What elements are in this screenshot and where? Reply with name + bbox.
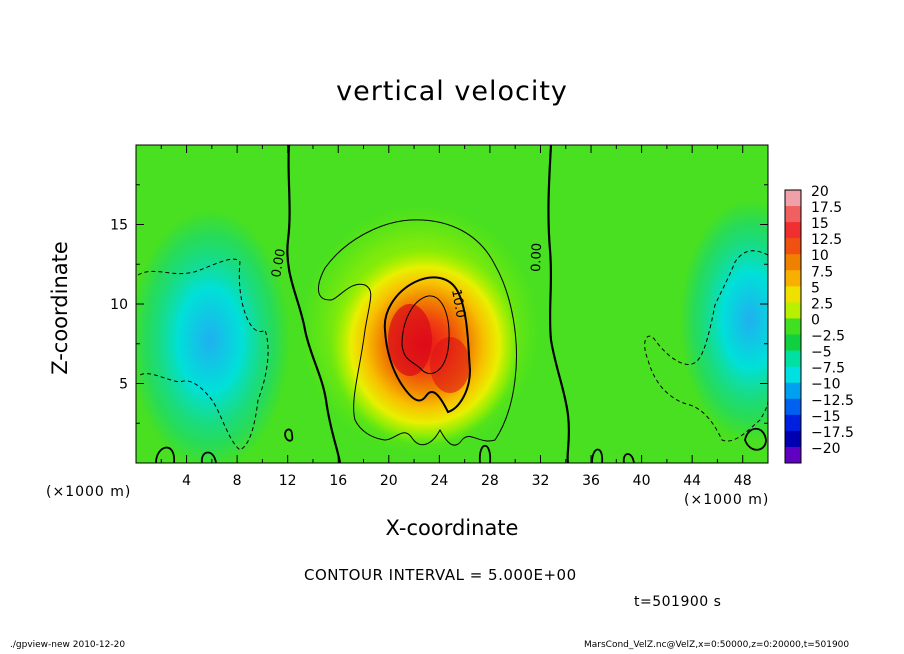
colorbar-label: 20 [811, 184, 829, 200]
colorbar-label: −7.5 [811, 361, 845, 377]
colorbar-label: −10 [811, 377, 841, 393]
colorbar-segment [785, 302, 801, 319]
colorbar-label: 5 [811, 280, 820, 296]
colorbar-label: −5 [811, 345, 832, 361]
contour-label-right: 0.00 [529, 243, 545, 272]
colorbar-segment [785, 318, 801, 336]
x-tick-label: 44 [683, 473, 701, 489]
colorbar-segment [785, 190, 801, 207]
contour-label-left: 0.00 [269, 248, 289, 279]
neg-contour-left [137, 258, 269, 451]
colorbar-segment [785, 350, 801, 368]
y-axis-unit: (×1000 m) [46, 484, 132, 500]
x-tick-label: 48 [734, 473, 752, 489]
neg-contour-right [644, 250, 768, 442]
colorbar-segment [785, 334, 801, 352]
colorbar-label: −2.5 [811, 329, 845, 345]
colorbar-label: 17.5 [811, 200, 842, 216]
y-ticks: 5 10 15 [110, 184, 768, 424]
x-ticks: 4 8 12 16 20 24 28 32 36 40 44 48 [160, 145, 752, 489]
time-label: t=501900 s [634, 594, 722, 610]
y-tick-label: 10 [110, 297, 128, 313]
colorbar-label: 10 [811, 248, 829, 264]
y-tick-label: 15 [110, 218, 128, 234]
colorbar-segment [785, 446, 801, 464]
x-tick-label: 40 [633, 473, 651, 489]
colorbar: 2017.51512.5107.552.50−2.5−5−7.5−10−12.5… [784, 184, 854, 464]
contour-interval-label: CONTOUR INTERVAL = 5.000E+00 [304, 566, 577, 584]
colorbar-label: 0 [811, 312, 820, 328]
zero-contour-left [286, 145, 342, 463]
colorbar-label: 12.5 [811, 232, 842, 248]
colorbar-segment [785, 366, 801, 384]
colorbar-segment [785, 286, 801, 303]
zero-contour-right [547, 145, 571, 463]
contour-5 [318, 219, 517, 446]
colorbar-label: −12.5 [811, 393, 854, 409]
x-tick-label: 28 [481, 473, 499, 489]
footer-left: ./gpview-new 2010-12-20 [10, 640, 126, 650]
heatmap-field [136, 145, 768, 463]
x-tick-label: 20 [380, 473, 398, 489]
colorbar-segment [785, 206, 801, 223]
y-tick-label: 5 [119, 377, 128, 393]
colorbar-segment [785, 414, 801, 432]
colorbar-label: 2.5 [811, 296, 833, 312]
colorbar-label: −15 [811, 409, 841, 425]
colorbar-segment [785, 270, 801, 287]
x-axis-unit: (×1000 m) [684, 492, 770, 508]
colorbar-label: −20 [811, 441, 841, 457]
colorbar-segment [785, 238, 801, 255]
contour-15 [401, 295, 450, 374]
x-tick-label: 8 [233, 473, 242, 489]
contour-10 [383, 276, 472, 414]
x-tick-label: 16 [329, 473, 347, 489]
colorbar-label: −17.5 [811, 425, 854, 441]
colorbar-segment [785, 254, 801, 271]
x-tick-label: 32 [532, 473, 550, 489]
x-tick-label: 36 [582, 473, 600, 489]
colorbar-segment [785, 430, 801, 448]
x-tick-label: 12 [279, 473, 297, 489]
x-axis-label: X-coordinate [385, 516, 519, 540]
colorbar-frame [784, 189, 802, 464]
colorbar-label: 7.5 [811, 264, 833, 280]
x-tick-label: 24 [430, 473, 448, 489]
contour-lines [137, 145, 768, 463]
chart-title: vertical velocity [336, 76, 568, 107]
colorbar-segment [785, 222, 801, 239]
contour-label-center: 10.0 [448, 288, 468, 319]
x-tick-label: 4 [182, 473, 191, 489]
colorbar-segment [785, 382, 801, 400]
footer-right: MarsCond_VelZ.nc@VelZ,x=0:50000,z=0:2000… [584, 640, 850, 650]
colorbar-segment [785, 398, 801, 416]
colorbar-label: 15 [811, 216, 829, 232]
